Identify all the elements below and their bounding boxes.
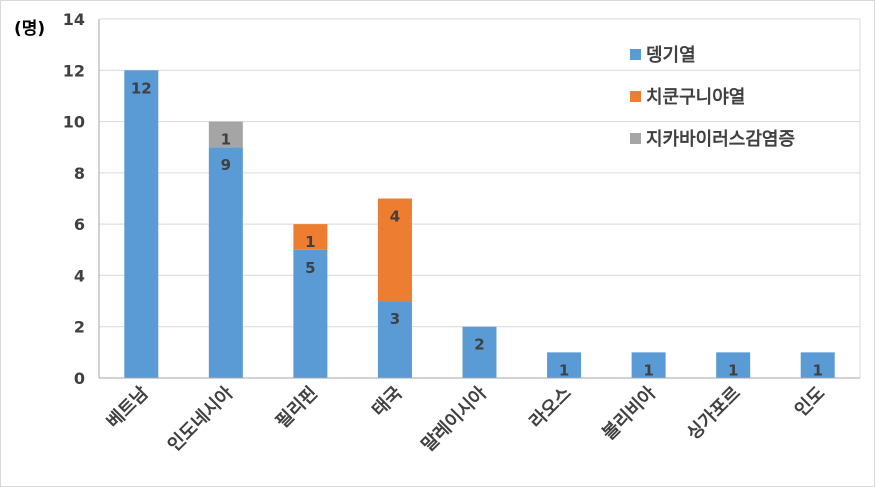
x-category-label: 필리핀 bbox=[272, 383, 322, 433]
bar-segment bbox=[293, 249, 328, 378]
x-category-label: 볼리비아 bbox=[598, 382, 660, 444]
bar-segment bbox=[293, 224, 328, 250]
y-tick-label: 14 bbox=[63, 10, 85, 29]
legend-label: 뎅기열 bbox=[646, 45, 696, 66]
data-label: 1 bbox=[559, 361, 569, 379]
data-label: 9 bbox=[221, 156, 231, 174]
x-category-label: 베트남 bbox=[103, 382, 153, 432]
bar-segment bbox=[208, 147, 243, 378]
data-label: 2 bbox=[474, 336, 484, 354]
x-category-label: 라오스 bbox=[526, 383, 576, 433]
data-label: 1 bbox=[221, 131, 231, 149]
data-label: 4 bbox=[390, 208, 400, 226]
x-category-label: 인도네시아 bbox=[164, 382, 238, 456]
data-label: 3 bbox=[390, 310, 400, 328]
bar-segment bbox=[462, 326, 497, 378]
bar-segment bbox=[377, 198, 412, 302]
bar-segment bbox=[631, 352, 666, 378]
x-category-label: 인도 bbox=[791, 383, 829, 421]
legend-label: 지카바이러스감염증 bbox=[646, 129, 795, 150]
bar-segment bbox=[377, 301, 412, 378]
legend-swatch bbox=[630, 49, 641, 60]
bar-segment bbox=[716, 352, 751, 378]
y-tick-label: 12 bbox=[63, 61, 85, 80]
x-category-label: 말레이시아 bbox=[418, 382, 492, 456]
y-tick-label: 6 bbox=[74, 215, 85, 234]
bar-segment bbox=[800, 352, 835, 378]
bars bbox=[124, 70, 835, 379]
bar-segment bbox=[124, 70, 159, 379]
y-tick-label: 8 bbox=[74, 164, 85, 183]
data-label: 5 bbox=[305, 259, 315, 277]
data-label: 1 bbox=[643, 361, 653, 379]
legend-swatch bbox=[630, 133, 641, 144]
y-tick-label: 0 bbox=[74, 369, 85, 388]
y-axis-unit: (명) bbox=[14, 19, 45, 39]
bar-segment bbox=[547, 352, 582, 378]
x-category-label: 싱가포르 bbox=[683, 383, 745, 445]
data-labels: 12 9 1 5 1 3 4 2 1 1 1 1 bbox=[131, 79, 823, 379]
y-tick-label: 2 bbox=[74, 318, 85, 337]
data-label: 1 bbox=[813, 361, 823, 379]
data-label: 12 bbox=[131, 79, 152, 97]
y-tick-label: 10 bbox=[63, 113, 85, 132]
legend-label: 치쿤구니야열 bbox=[646, 87, 745, 108]
data-label: 1 bbox=[305, 233, 315, 251]
data-label: 1 bbox=[728, 361, 738, 379]
legend-swatch bbox=[630, 91, 641, 102]
x-category-label: 태국 bbox=[368, 383, 406, 421]
y-tick-label: 4 bbox=[74, 266, 85, 285]
bar-segment bbox=[208, 121, 243, 148]
